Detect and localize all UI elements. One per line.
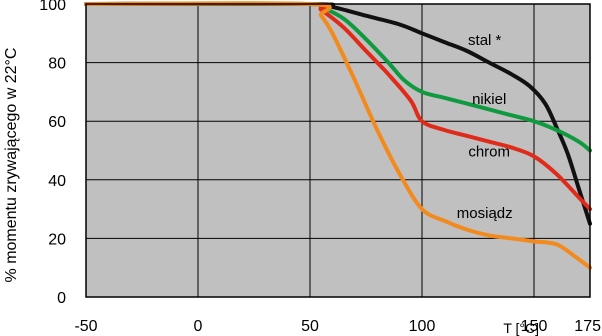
y-tick-label: 100 <box>39 0 66 14</box>
x-tick-label: 100 <box>409 318 436 335</box>
y-tick-labels: 0 20 40 60 80 100 <box>39 0 66 307</box>
series-label: stal * <box>468 32 502 49</box>
x-tick-label: 175 <box>574 318 601 335</box>
series-line-2 <box>84 1 592 212</box>
series-label: mosiądz <box>457 205 513 222</box>
x-tick-label: 150 <box>521 318 548 335</box>
y-axis-label: % momentu zrywającego w 22°C <box>3 48 20 283</box>
x-axis-label: T [°C] <box>503 320 539 336</box>
x-tick-label: 0 <box>194 318 203 335</box>
series-line-3 <box>84 1 592 270</box>
series-layer <box>84 1 592 270</box>
series-label: chrom <box>468 144 510 161</box>
x-tick-label: 50 <box>301 318 319 335</box>
series-label: nikiel <box>472 91 506 108</box>
y-tick-label: 0 <box>57 290 66 307</box>
y-tick-label: 80 <box>48 56 66 73</box>
series-labels: stal * nikiel chrom mosiądz <box>457 32 513 222</box>
y-tick-label: 20 <box>48 231 66 248</box>
plot-frame <box>85 3 591 298</box>
x-tick-labels: -50 0 50 100 150 175 <box>74 318 601 335</box>
y-tick-label: 40 <box>48 173 66 190</box>
plot-area <box>86 4 590 297</box>
y-tick-label: 60 <box>48 114 66 131</box>
x-tick-label: -50 <box>74 318 97 335</box>
